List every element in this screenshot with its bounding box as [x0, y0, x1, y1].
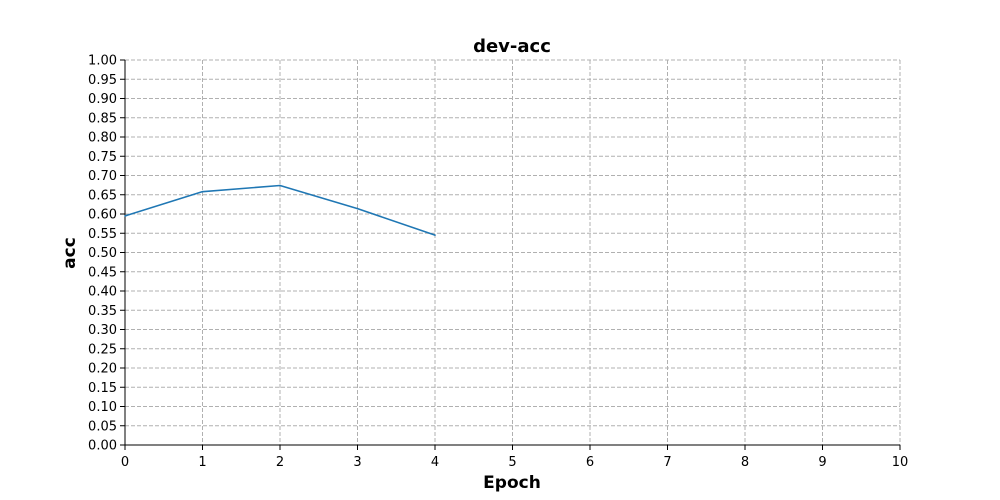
y-tick-label: 0.70: [88, 169, 117, 184]
x-tick-label: 6: [586, 455, 594, 470]
y-tick-label: 0.50: [88, 246, 117, 261]
x-tick-label: 0: [121, 455, 129, 470]
y-tick-label: 0.60: [88, 208, 117, 223]
x-tick-label: 8: [741, 455, 749, 470]
y-tick-label: 0.45: [88, 265, 117, 280]
chart-title: dev-acc: [473, 36, 551, 57]
data-point: [356, 207, 359, 210]
y-tick-label: 0.15: [88, 381, 117, 396]
x-tick-label: 9: [818, 455, 826, 470]
data-point: [124, 215, 126, 217]
y-tick-label: 0.10: [88, 400, 117, 415]
y-tick-label: 0.85: [88, 111, 117, 126]
x-tick-label: 5: [508, 455, 516, 470]
y-tick-label: 0.55: [88, 227, 117, 242]
x-tick-label: 3: [353, 455, 361, 470]
y-tick-label: 0.75: [88, 150, 117, 165]
y-tick-label: 0.95: [88, 73, 117, 88]
y-tick-label: 0.20: [88, 362, 117, 377]
x-tick-label: 7: [663, 455, 671, 470]
y-tick-label: 0.80: [88, 131, 117, 146]
y-tick-label: 0.40: [88, 285, 117, 300]
y-tick-label: 0.35: [88, 304, 117, 319]
x-tick-label: 1: [198, 455, 206, 470]
x-axis-title: Epoch: [483, 473, 541, 493]
axes: 0 1 2 3 4 5 6 7 8 9 10 0.00 0.05 0.10 0.15 0.20 0.25 0.30…: [88, 54, 908, 471]
y-tick-label: 0.05: [88, 419, 117, 434]
y-tick-label: 0.90: [88, 92, 117, 107]
y-tick-label: 0.30: [88, 323, 117, 338]
data-point: [279, 184, 281, 187]
data-point: [201, 190, 204, 193]
y-tick-label: 0.00: [88, 439, 117, 454]
y-tick-label: 0.25: [88, 342, 117, 357]
y-tick-label: 0.65: [88, 188, 117, 203]
y-axis-title: acc: [60, 237, 80, 269]
grid: [125, 59, 901, 445]
x-tick-label: 2: [276, 455, 284, 470]
series-layer: [124, 184, 436, 236]
x-tick-label: 10: [892, 455, 909, 470]
x-tick-label: 4: [431, 455, 439, 470]
y-tick-label: 1.00: [88, 54, 117, 69]
data-point: [434, 234, 436, 236]
